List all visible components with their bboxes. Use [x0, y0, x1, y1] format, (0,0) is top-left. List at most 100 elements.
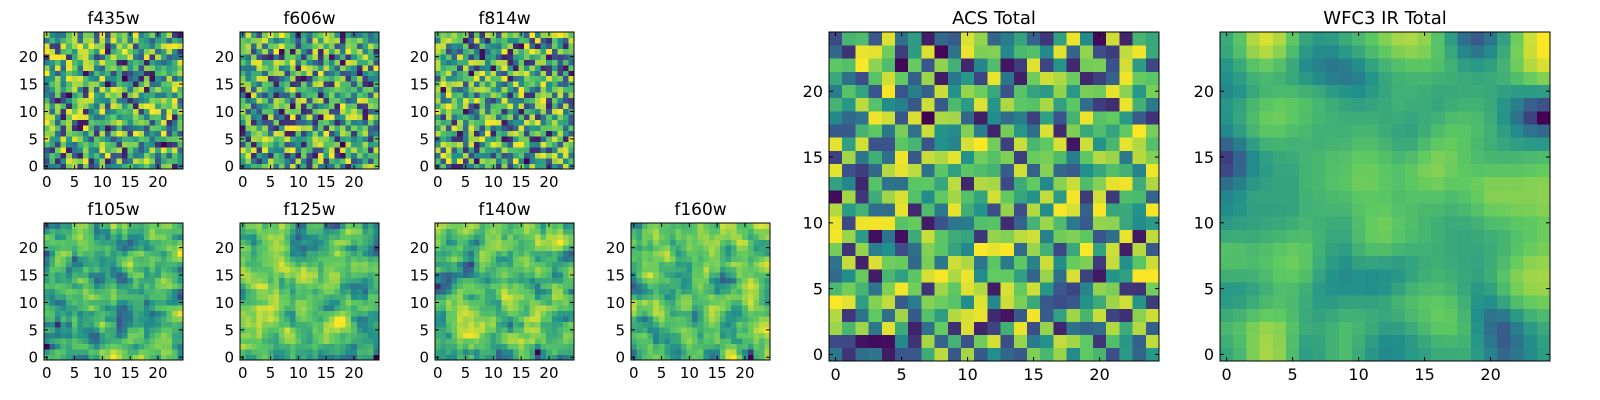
heatmap-cell — [60, 53, 67, 60]
heatmap-cell — [1013, 334, 1028, 349]
heatmap-cell — [908, 282, 922, 296]
heatmap-cell — [306, 92, 313, 99]
heatmap-cell — [473, 239, 480, 246]
heatmap-cell — [301, 141, 308, 148]
heatmap-cell — [512, 228, 519, 235]
heatmap-cell — [435, 338, 441, 344]
heatmap-cell — [881, 229, 896, 243]
heatmap-cell — [55, 42, 62, 49]
heatmap-cell — [551, 343, 558, 350]
heatmap-cell — [974, 282, 988, 296]
heatmap-cell — [686, 266, 693, 273]
heatmap-cell — [507, 108, 514, 115]
heatmap-cell — [719, 283, 726, 290]
heatmap-cell — [55, 32, 62, 38]
heatmap-cell — [351, 288, 358, 295]
heatmap-cell — [77, 338, 84, 344]
heatmap-cell — [71, 97, 78, 104]
heatmap-cell — [512, 255, 519, 262]
heatmap-cell — [278, 97, 285, 104]
heatmap-cell — [742, 327, 749, 333]
heatmap-cell — [132, 310, 139, 317]
heatmap-cell — [529, 349, 536, 355]
heatmap-cell — [479, 48, 486, 55]
heatmap-cell — [557, 321, 564, 328]
heatmap-cell — [507, 299, 514, 306]
heatmap-cell — [921, 268, 935, 283]
heatmap-cell — [105, 294, 112, 301]
heatmap-cell — [681, 283, 687, 290]
heatmap-cell — [367, 163, 374, 170]
heatmap-cell — [138, 283, 145, 290]
heatmap-cell — [44, 332, 50, 339]
heatmap-cell — [501, 125, 508, 132]
y-tick-label: 20 — [19, 48, 38, 66]
heatmap-cell — [1119, 268, 1133, 283]
heatmap-cell — [362, 114, 369, 121]
heatmap-cell — [132, 288, 139, 295]
heatmap-cell — [987, 295, 1001, 309]
heatmap-cell — [295, 327, 302, 333]
heatmap-cell — [485, 48, 491, 55]
heatmap-cell — [669, 354, 676, 361]
heatmap-cell — [166, 114, 173, 121]
heatmap-cells — [44, 32, 184, 170]
heatmap-cell — [334, 81, 341, 88]
heatmap-cell — [312, 163, 319, 170]
heatmap-cell — [669, 255, 676, 262]
heatmap-cell — [88, 70, 95, 77]
heatmap-cell — [535, 310, 542, 317]
heatmap-cell — [66, 310, 73, 317]
heatmap-cell — [568, 266, 575, 273]
heatmap-cell — [166, 136, 173, 142]
heatmap-cell — [551, 130, 558, 137]
heatmap-cell — [367, 130, 374, 137]
heatmap-cell — [301, 70, 308, 77]
heatmap-cell — [94, 294, 100, 301]
heatmap-cell — [312, 294, 319, 301]
heatmap-cell — [273, 141, 280, 148]
heatmap-cell — [278, 108, 285, 115]
heatmap-cell — [753, 223, 760, 229]
heatmap-cell — [166, 233, 173, 240]
heatmap-cell — [149, 103, 156, 110]
heatmap-cell — [121, 266, 128, 273]
heatmap-cell — [295, 136, 302, 142]
axes-frame — [43, 222, 184, 361]
heatmap-cell — [546, 64, 553, 71]
heatmap-cell — [669, 299, 676, 306]
heatmap-cell — [351, 338, 358, 344]
heatmap-cell — [435, 343, 441, 350]
heatmap-cell — [340, 42, 347, 49]
heatmap-cell — [105, 86, 112, 93]
heatmap-cell — [284, 321, 291, 328]
heatmap-cell — [440, 277, 447, 284]
heatmap-cell — [758, 228, 765, 235]
heatmap-cell — [974, 295, 988, 309]
heatmap-cell — [490, 233, 497, 240]
heatmap-cell — [496, 310, 503, 317]
heatmap-cell — [88, 136, 95, 142]
heatmap-cell — [345, 130, 352, 137]
heatmap-cell — [345, 316, 352, 323]
heatmap-cell — [144, 228, 151, 235]
heatmap-cell — [334, 37, 341, 44]
heatmap-cell — [171, 141, 178, 148]
heatmap-cell — [367, 108, 374, 115]
heatmap-cell — [731, 233, 738, 240]
x-tick-label: 10 — [289, 173, 308, 191]
heatmap-cell — [94, 277, 100, 284]
heatmap-cell — [535, 244, 542, 251]
heatmap-cell — [340, 147, 347, 153]
heatmap-cell — [351, 147, 358, 153]
heatmap-cell — [1145, 321, 1160, 336]
heatmap-cell — [961, 321, 975, 336]
heatmap-cell — [764, 233, 771, 240]
heatmap-cell — [49, 349, 56, 355]
heatmap-cell — [742, 343, 749, 350]
heatmap-cell — [94, 42, 100, 49]
heatmap-cell — [546, 48, 553, 55]
heatmap-cell — [490, 255, 497, 262]
heatmap-cell — [171, 310, 178, 317]
heatmap-cell — [273, 97, 280, 104]
